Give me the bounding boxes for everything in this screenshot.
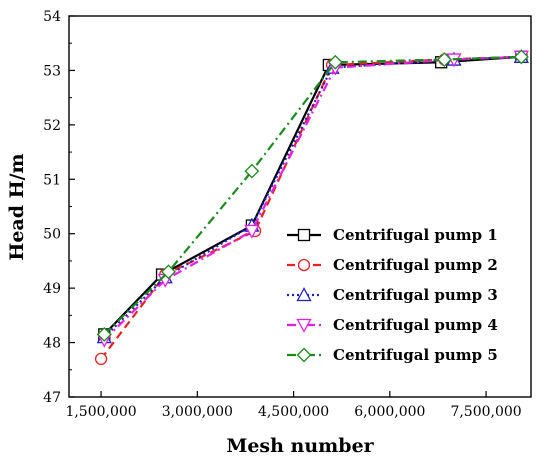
x-tick-label: 1,500,000 [65,404,136,420]
x-tick-label: 6,000,000 [354,404,425,420]
legend-entry-5: Centrifugal pump 5 [287,346,498,364]
legend-entry-4: Centrifugal pump 4 [287,316,498,334]
series-line [103,55,522,341]
data-point [161,264,176,280]
y-tick-label: 48 [43,336,61,352]
legend-label: Centrifugal pump 4 [333,316,498,334]
legend-label: Centrifugal pump 5 [333,346,498,364]
legend-marker [296,347,312,363]
y-tick-label: 53 [43,63,61,79]
series-line [103,55,522,336]
x-tick-label: 3,000,000 [162,404,233,420]
data-point [513,49,529,65]
data-point [436,52,452,67]
legend: Centrifugal pump 1 Centrifugal pump 2 Cent… [287,226,498,364]
y-tick-label: 51 [43,172,61,188]
legend-label: Centrifugal pump 3 [333,286,498,304]
y-tick-label: 50 [43,227,61,243]
legend-entry-2: Centrifugal pump 2 [287,256,498,274]
data-point [244,163,260,179]
legend-entry-3: Centrifugal pump 3 [287,286,498,304]
legend-label: Centrifugal pump 2 [333,256,498,274]
legend-marker [297,258,311,272]
x-axis-title: Mesh number [226,435,374,457]
y-tick-label: 47 [43,390,61,406]
data-point [244,224,260,239]
y-tick-label: 52 [43,118,61,134]
data-point [96,326,112,342]
legend-entry-1: Centrifugal pump 1 [287,226,498,244]
series-5 [96,49,529,342]
data-point [94,352,108,366]
data-point [327,54,343,70]
axis-ticks: 1,500,000 3,000,000 4,500,000 6,000,000 7,50… [43,9,522,420]
plot-frame [68,15,532,398]
x-tick-label: 7,500,000 [450,404,521,420]
y-tick-label: 54 [43,9,61,25]
legend-marker [296,318,312,333]
series-layer [94,48,529,366]
legend-marker [297,228,311,242]
legend-label: Centrifugal pump 1 [333,226,498,244]
legend-marker [296,287,312,302]
y-tick-label: 49 [43,281,61,297]
y-axis-title: Head H/m [6,153,28,260]
x-tick-label: 4,500,000 [258,404,329,420]
